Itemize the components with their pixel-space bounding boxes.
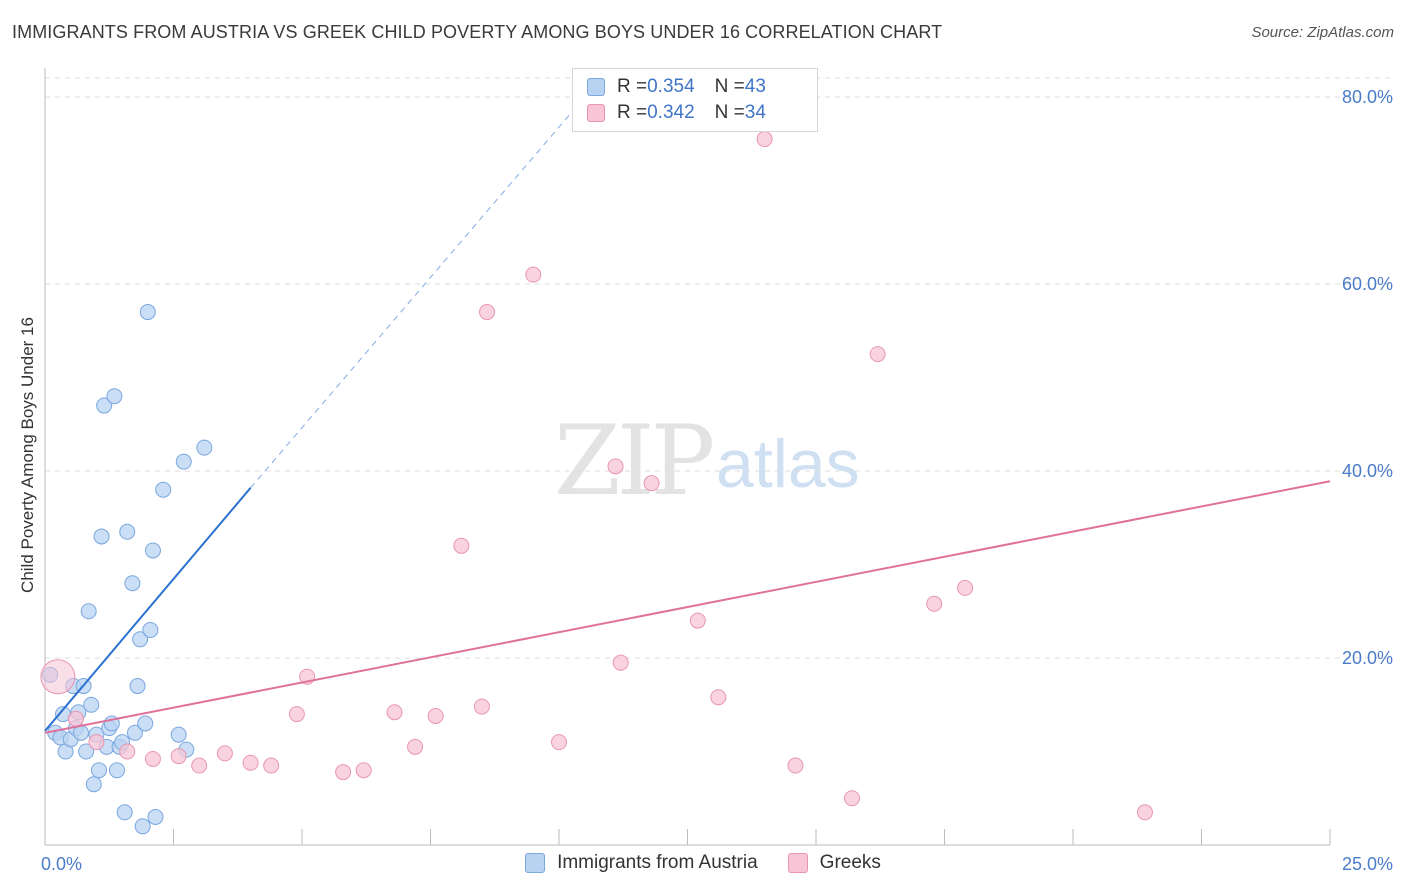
data-point-austria — [119, 523, 136, 540]
data-point-greeks — [551, 734, 567, 751]
legend-r-label: R = — [617, 76, 648, 97]
data-point-greeks — [473, 698, 490, 715]
data-point-greeks — [607, 458, 624, 475]
legend-r-label: R = — [617, 102, 648, 123]
data-point-austria — [78, 743, 95, 760]
data-point-austria — [108, 762, 125, 779]
data-point-greeks — [843, 790, 860, 807]
data-point-greeks — [612, 654, 629, 671]
y-tick-label: 40.0% — [1342, 461, 1393, 481]
data-point-austria — [147, 808, 164, 825]
data-point-greeks — [67, 710, 84, 727]
y-axis-title: Child Poverty Among Boys Under 16 — [18, 317, 37, 593]
series-legend-greeks[interactable]: Greeks — [787, 852, 881, 874]
data-point-greeks — [643, 475, 660, 492]
data-point-austria — [137, 715, 154, 732]
legend-n-value: 43 — [744, 76, 766, 97]
data-point-greeks — [40, 659, 76, 695]
series-legend-austria[interactable]: Immigrants from Austria — [525, 852, 758, 874]
data-point-greeks — [88, 734, 105, 751]
chart-title: IMMIGRANTS FROM AUSTRIA VS GREEK CHILD P… — [12, 22, 943, 42]
data-point-austria — [93, 528, 110, 545]
x-tick-label: 25.0% — [1342, 854, 1393, 874]
data-point-greeks — [689, 612, 706, 629]
data-point-austria — [144, 542, 161, 559]
data-point-greeks — [355, 762, 372, 779]
legend-r-value: 0.354 — [647, 76, 695, 97]
data-point-greeks — [335, 764, 352, 781]
data-point-austria — [80, 603, 97, 620]
legend-n-label: N = — [714, 102, 745, 123]
trend-line-austria — [44, 487, 252, 732]
data-point-austria — [155, 481, 172, 498]
data-point-austria — [170, 726, 187, 743]
data-point-greeks — [710, 689, 727, 706]
data-point-austria — [134, 818, 151, 835]
data-point-greeks — [869, 346, 886, 363]
data-point-austria — [129, 678, 146, 695]
series-label-greeks: Greeks — [819, 852, 881, 873]
data-point-greeks — [386, 704, 403, 721]
data-point-greeks — [525, 266, 542, 283]
y-tick-label: 60.0% — [1342, 274, 1393, 294]
source-credit: Source: ZipAtlas.com — [1251, 24, 1394, 41]
data-point-greeks — [170, 748, 187, 765]
data-point-greeks — [1136, 804, 1153, 821]
data-point-austria — [142, 621, 159, 638]
legend-r-value: 0.342 — [647, 102, 695, 123]
data-point-austria — [116, 804, 133, 821]
data-point-greeks — [453, 537, 470, 554]
data-point-greeks — [144, 750, 161, 767]
x-tick-label: 0.0% — [41, 854, 82, 874]
data-point-greeks — [119, 743, 136, 760]
data-point-austria — [175, 453, 192, 470]
trend-line-greeks — [44, 480, 1331, 734]
data-point-austria — [139, 304, 156, 321]
data-point-greeks — [756, 131, 773, 148]
data-point-austria — [124, 575, 141, 592]
data-point-austria — [83, 696, 100, 713]
data-point-greeks — [263, 757, 280, 774]
legend-row-austria: R = 0.354 N = 43 — [587, 75, 766, 99]
data-point-greeks — [216, 745, 233, 762]
legend-swatch-greeks — [587, 104, 605, 122]
data-point-greeks — [427, 707, 444, 724]
y-tick-label: 20.0% — [1342, 648, 1393, 668]
data-point-greeks — [479, 304, 496, 321]
legend-swatch-austria — [587, 78, 605, 96]
series-label-austria: Immigrants from Austria — [557, 852, 758, 873]
data-point-austria — [85, 776, 102, 793]
legend-n-value: 34 — [744, 102, 766, 123]
y-tick-label: 80.0% — [1342, 87, 1393, 107]
data-point-greeks — [787, 757, 804, 774]
data-point-austria — [90, 762, 107, 779]
series-swatch-austria — [525, 853, 546, 873]
data-point-greeks — [926, 595, 943, 612]
legend-row-greeks: R = 0.342 N = 34 — [587, 101, 766, 125]
series-legend: Immigrants from Austria Greeks — [0, 852, 1406, 874]
data-point-greeks — [407, 738, 424, 755]
correlation-legend: R = 0.354 N = 43 R = 0.342 N = 34 — [572, 68, 818, 132]
data-point-austria — [96, 397, 113, 414]
series-swatch-greeks — [787, 853, 808, 873]
data-point-greeks — [288, 706, 305, 723]
data-point-austria — [126, 724, 143, 741]
data-point-greeks — [957, 579, 974, 596]
data-point-austria — [132, 631, 149, 648]
trend-line-austria-extension — [250, 96, 586, 489]
data-point-austria — [106, 388, 123, 405]
data-point-austria — [196, 439, 213, 456]
watermark-zip: ZIP — [554, 405, 715, 517]
data-point-greeks — [242, 754, 259, 771]
watermark-atlas: atlas — [716, 426, 860, 502]
legend-n-label: N = — [714, 76, 745, 97]
data-point-greeks — [191, 757, 208, 774]
